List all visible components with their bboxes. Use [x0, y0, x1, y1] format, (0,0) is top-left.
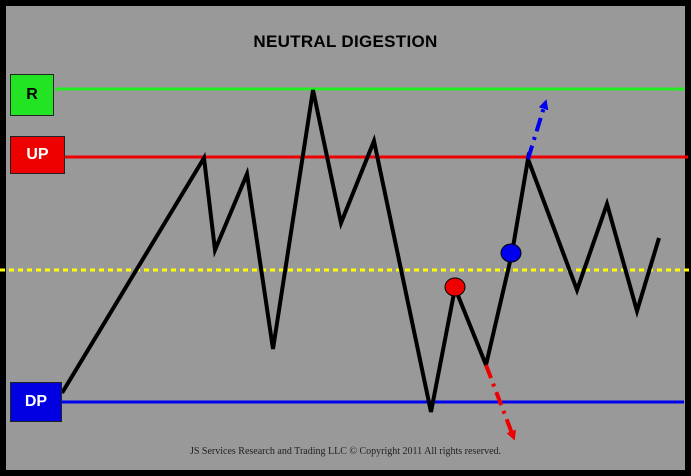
copyright-notice: JS Services Research and Trading LLC © C…: [189, 446, 502, 457]
red-marker-dot: [444, 277, 466, 297]
chart-panel: [6, 6, 685, 470]
dp-tag: DP: [10, 382, 62, 422]
resistance-tag: R: [10, 74, 54, 116]
blue-marker-dot: [500, 243, 522, 263]
up-breakout-arrow: [526, 99, 549, 160]
down-breakdown-arrow: [484, 364, 516, 441]
price-path: [60, 89, 661, 413]
chart-title: NEUTRAL DIGESTION: [253, 32, 438, 51]
up-tag: UP: [10, 136, 65, 174]
